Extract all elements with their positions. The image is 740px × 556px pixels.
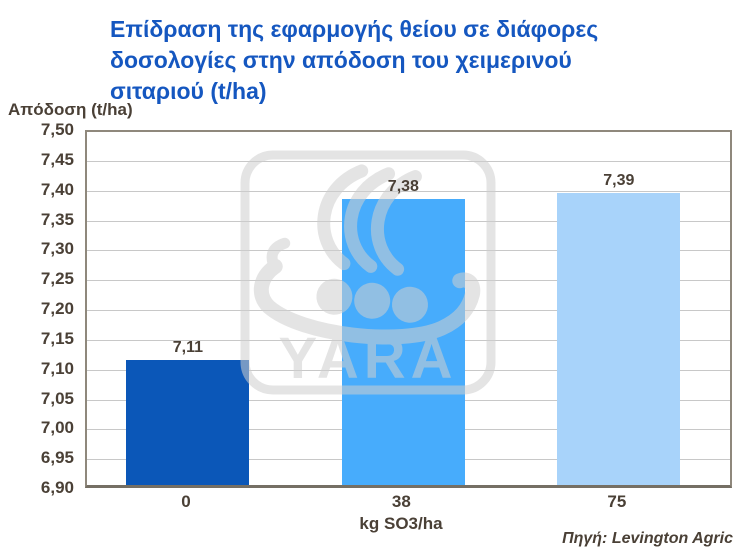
- x-tick-label: 0: [181, 492, 191, 511]
- y-tick-label: 7,35: [40, 209, 74, 229]
- y-tick-label: 7,05: [40, 388, 74, 408]
- y-tick-label: 7,15: [40, 328, 74, 348]
- y-tick-label: 7,50: [40, 120, 74, 139]
- y-tick-label: 7,30: [40, 239, 74, 259]
- x-tick-label: 75: [607, 492, 627, 511]
- y-tick-label: 7,20: [40, 299, 74, 318]
- x-axis-unit-label: kg SO3/ha: [359, 514, 443, 533]
- y-tick-label: 7,45: [40, 149, 74, 169]
- chart-title-line-1: Επίδραση της εφαρμογής θείου σε διάφορες: [110, 16, 599, 42]
- y-tick-label: 7,25: [40, 269, 74, 289]
- plot-area: 7,11 7,38 7,39: [85, 130, 732, 488]
- y-tick-label: 6,95: [40, 448, 74, 468]
- x-tick-label: 38: [391, 492, 411, 511]
- y-axis-label: Απόδοση (t/ha): [8, 100, 133, 119]
- source-caption: Πηγή: Levington Agric: [562, 530, 733, 547]
- gridline: [87, 160, 730, 162]
- y-tick-label: 6,90: [40, 478, 74, 497]
- bar-75: [557, 192, 681, 485]
- y-tick-label: 7,10: [40, 358, 74, 378]
- chart-title: Επίδραση της εφαρμογής θείου σε διάφορες…: [110, 14, 710, 107]
- y-tick-label: 7,40: [40, 179, 74, 199]
- bar-value-label: 7,38: [387, 177, 419, 195]
- chart-title-line-3: σιταριού (t/ha): [110, 78, 267, 104]
- bar-38: [341, 198, 465, 485]
- bar-value-label: 7,11: [172, 338, 204, 356]
- bar-value-label: 7,39: [603, 171, 635, 189]
- chart-title-line-2: δοσολογίες στην απόδοση του χειμερινού: [110, 47, 572, 73]
- y-tick-label: 7,00: [40, 418, 74, 438]
- bar-0: [126, 359, 250, 485]
